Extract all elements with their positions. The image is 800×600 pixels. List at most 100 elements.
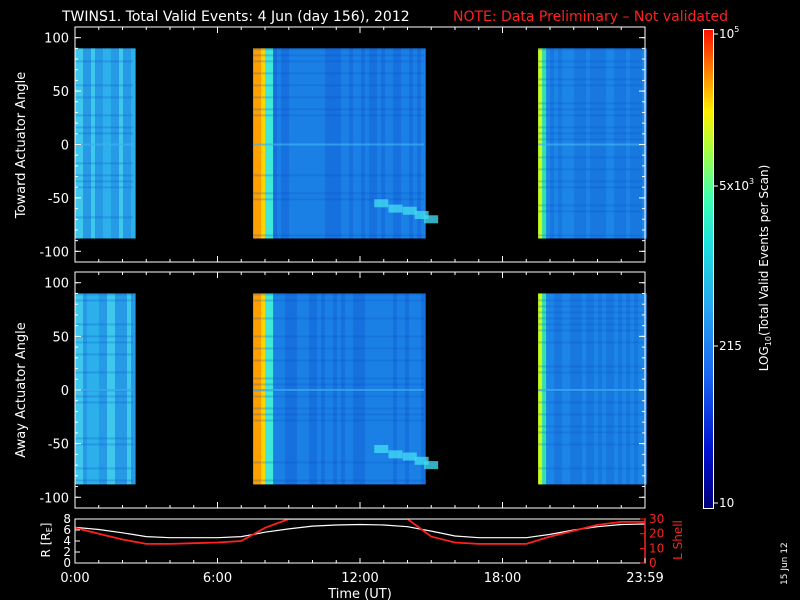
heatmap-column: [642, 293, 647, 485]
heatmap-column: [578, 293, 583, 485]
heatmap-wisp: [424, 461, 439, 470]
heatmap-column: [357, 48, 362, 239]
heatmap-row-shade: [253, 419, 425, 422]
heatmap-row-shade: [75, 114, 134, 117]
heatmap-row-shade: [253, 60, 425, 63]
y-tick-label: -100: [39, 491, 69, 506]
heatmap-column: [421, 293, 426, 485]
right-y-tick-label: 20: [649, 527, 664, 541]
heatmap-column: [289, 293, 294, 485]
heatmap-column: [594, 48, 599, 239]
heatmap-row-shade: [75, 371, 134, 374]
heatmap-column: [417, 293, 422, 485]
heatmap-row-shade: [253, 108, 425, 111]
heatmap-wisp: [374, 445, 389, 453]
heatmap-wisp: [414, 456, 429, 465]
heatmap-row-shade: [253, 317, 425, 320]
heatmap-column: [95, 293, 100, 485]
colorbar-frame: [703, 29, 714, 509]
heatmap-row-shade: [253, 54, 425, 57]
heatmap-column: [558, 48, 563, 239]
colorbar-label: LOG10(Total Valid Events per Scan): [757, 165, 773, 372]
y-tick-label: 4: [63, 534, 71, 548]
heatmap-row-shade: [75, 341, 134, 344]
heatmap-row-shade: [75, 335, 134, 338]
heatmap-column: [405, 293, 410, 485]
heatmap-row-shade: [75, 443, 134, 446]
heatmap-column: [79, 293, 84, 485]
heatmap-row-shade: [75, 467, 134, 470]
heatmap-column: [389, 293, 394, 485]
heatmap-block: [538, 48, 647, 239]
heatmap-column: [393, 48, 398, 239]
y-tick-label: 0: [63, 556, 71, 570]
heatmap-column: [634, 48, 639, 239]
heatmap-column: [550, 48, 555, 239]
zero-angle-stripe: [538, 389, 643, 391]
heatmap-row-shade: [538, 210, 643, 213]
heatmap-column: [349, 48, 354, 239]
heatmap-column: [389, 48, 394, 239]
heatmap-row-shade: [538, 108, 643, 111]
heatmap-block: [253, 293, 439, 485]
heatmap-column: [321, 293, 326, 485]
heatmap-column: [333, 293, 338, 485]
heatmap-column: [421, 48, 426, 239]
heatmap-column: [361, 48, 366, 239]
heatmap-column: [337, 48, 342, 239]
heatmap-row-shade: [538, 186, 643, 189]
colorbar-tick-label-mid: 5x103: [719, 177, 754, 193]
heatmap-row-shade: [538, 78, 643, 81]
series-line-L: [75, 519, 645, 545]
heatmap-column: [405, 48, 410, 239]
heatmap-row-shade: [538, 180, 643, 183]
heatmap-column: [131, 48, 136, 239]
heatmap-row-shade: [75, 96, 134, 99]
heatmap-column: [546, 293, 551, 485]
heatmap-column: [570, 293, 575, 485]
heatmap-column: [586, 48, 591, 239]
heatmap-column: [602, 48, 607, 239]
heatmap-column: [401, 48, 406, 239]
heatmap-column: [566, 48, 571, 239]
y-tick-label: 0: [61, 384, 69, 399]
heatmap-row-shade: [538, 329, 643, 332]
heatmap-row-shade: [253, 84, 425, 87]
heatmap-row-shade: [538, 168, 643, 171]
heatmap-row-shade: [538, 204, 643, 207]
heatmap-column: [293, 48, 298, 239]
heatmap-row-shade: [538, 365, 643, 368]
heatmap-row-shade: [253, 377, 425, 380]
heatmap-column: [325, 48, 330, 239]
heatmap-row-shade: [538, 126, 643, 129]
y-tick-label: 2: [63, 545, 71, 559]
heatmap-column: [111, 48, 116, 239]
heatmap-row-shade: [75, 126, 134, 129]
heatmap-column: [546, 48, 551, 239]
y-tick-label: 0: [61, 139, 69, 154]
heatmap-row-shade: [75, 353, 134, 356]
heatmap-row-shade: [253, 192, 425, 195]
heatmap-column: [273, 48, 278, 239]
heatmap-block: [75, 293, 136, 485]
heatmap-column: [91, 293, 96, 485]
heatmap-column: [285, 293, 290, 485]
heatmap-row-shade: [75, 84, 134, 87]
y-tick-label: 50: [52, 85, 69, 100]
heatmap-row-shade: [253, 96, 425, 99]
heatmap-column: [103, 48, 108, 239]
heatmap-column: [602, 293, 607, 485]
heatmap-row-shade: [253, 48, 425, 51]
heatmap-column: [349, 293, 354, 485]
zero-angle-stripe: [253, 143, 425, 146]
heatmap-row-shade: [538, 431, 643, 434]
heatmap-column: [574, 293, 579, 485]
heatmap-row-shade: [75, 437, 134, 440]
heatmap-column: [269, 293, 274, 485]
heatmap-column: [289, 48, 294, 239]
heatmap-column: [417, 48, 422, 239]
heatmap-column: [119, 48, 124, 239]
heatmap-column: [550, 293, 555, 485]
right-y-tick-label: 0: [649, 556, 657, 570]
